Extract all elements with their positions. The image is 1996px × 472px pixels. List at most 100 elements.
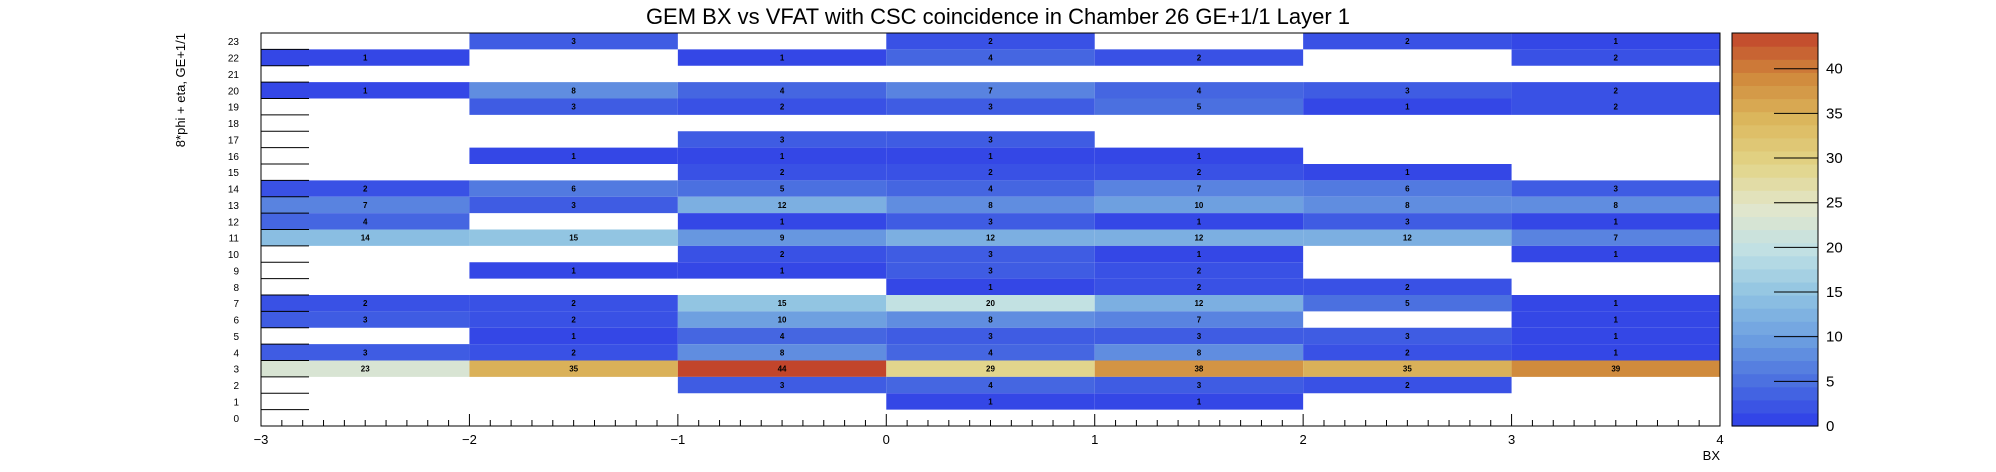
heatmap-cell [1511,196,1720,214]
cell-value-label: 1 [780,266,785,275]
heatmap-cell-labels: 3 2 2 11 1 4 2 21 8 4 7 4 3 23 2 3 5 1 23 31 1 1 12 2 2 12 6 5 4 7 6 37… [361,37,1621,406]
x-tick-label: 2 [1300,432,1307,447]
cell-value-label: 1 [1614,250,1619,259]
cell-value-label: 5 [1197,103,1202,112]
cell-value-label: 3 [363,348,368,357]
heatmap-cell [1094,295,1304,312]
heatmap-cell [1303,229,1512,246]
heatmap-cell [469,180,678,197]
cell-value-label: 7 [1197,185,1202,194]
colorbar-band [1732,229,1818,244]
cell-value-label: 44 [778,365,787,374]
heatmap-cell [677,376,887,394]
heatmap-cell [469,262,678,279]
heatmap-cell [261,213,470,230]
heatmap-cell [1094,311,1304,328]
cell-value-label: 4 [1197,86,1202,95]
x-tick-label: 3 [1508,432,1515,447]
heatmap-cell [886,131,1095,148]
heatmap-cells [261,33,1720,410]
colorbar-band [1732,72,1818,86]
cell-value-label: 3 [780,381,785,390]
cell-value-label: 2 [1405,37,1410,46]
x-tick-label: 0 [883,432,890,447]
heatmap-cell [886,147,1095,164]
cell-value-label: 14 [361,234,370,243]
heatmap-cell [1511,344,1720,361]
heatmap-cell [1511,213,1720,230]
colorbar-band [1732,255,1818,270]
cell-value-label: 4 [988,54,993,63]
heatmap-cell [469,82,678,99]
heatmap-cell [1511,311,1720,328]
cell-value-label: 7 [1614,234,1619,243]
heatmap-cell [1511,49,1720,66]
heatmap-cell [261,82,470,99]
colorbar-tick-label: 30 [1826,150,1843,167]
heatmap-cell [886,180,1095,197]
y-tick-label: 1 [233,397,239,408]
cell-value-label: 2 [780,168,785,177]
heatmap-cell [677,229,887,246]
colorbar-band [1732,98,1818,113]
cell-value-label: 3 [988,250,993,259]
cell-value-label: 1 [780,54,785,63]
y-tick-label: 8 [233,283,239,294]
cell-value-label: 23 [361,365,370,374]
y-tick-label: 14 [228,185,240,196]
cell-value-label: 3 [988,332,993,341]
cell-value-label: 10 [778,316,787,325]
heatmap-cell [469,147,678,164]
heatmap-cell [1303,213,1512,230]
cell-value-label: 10 [1194,201,1203,210]
heatmap-cell [886,229,1095,246]
heatmap-cell [886,360,1095,377]
cell-value-label: 5 [1405,299,1410,308]
cell-value-label: 12 [1194,299,1203,308]
colorbar-band [1732,321,1818,335]
heatmap-cell [1094,393,1304,410]
cell-value-label: 1 [780,152,785,161]
cell-value-label: 2 [1197,54,1202,63]
cell-value-label: 2 [1614,86,1619,95]
heatmap-cell [1094,164,1304,181]
y-tick-label: 3 [233,365,239,376]
heatmap-cell [1303,344,1512,361]
cell-value-label: 12 [1403,234,1412,243]
heatmap-cell [1094,245,1304,263]
heatmap-cell [469,33,678,50]
cell-value-label: 3 [571,103,576,112]
cell-value-label: 1 [571,152,576,161]
heatmap-cell [469,344,678,361]
cell-value-label: 35 [1403,365,1412,374]
heatmap-cell [261,196,470,214]
colorbar-band [1732,281,1818,296]
cell-value-label: 1 [1405,168,1410,177]
heatmap-cell [1511,98,1720,115]
colorbar-band [1732,85,1818,100]
heatmap-cell [886,344,1095,361]
cell-value-label: 3 [1405,332,1410,341]
heatmap-cell [1303,82,1512,99]
x-tick-label: −3 [254,432,269,447]
cell-value-label: 1 [988,283,993,292]
cell-value-label: 2 [571,316,576,325]
chart-title: GEM BX vs VFAT with CSC coincidence in C… [646,4,1350,29]
cell-value-label: 3 [988,266,993,275]
cell-value-label: 2 [571,299,576,308]
cell-value-label: 12 [1194,234,1203,243]
x-axis: −3 −2 −1 0 1 2 3 4 [254,414,1724,447]
heatmap-cell [1094,376,1304,394]
y-tick-label: 5 [233,332,239,343]
colorbar-band [1732,399,1818,414]
cell-value-label: 1 [1614,37,1619,46]
y-tick-label: 7 [233,299,239,310]
heatmap-cell [1511,295,1720,312]
x-axis-title: BX [1703,448,1721,463]
cell-value-label: 2 [988,168,993,177]
cell-value-label: 3 [1197,332,1202,341]
cell-value-label: 1 [988,397,993,406]
heatmap-cell [1303,278,1512,295]
cell-value-label: 2 [1405,348,1410,357]
